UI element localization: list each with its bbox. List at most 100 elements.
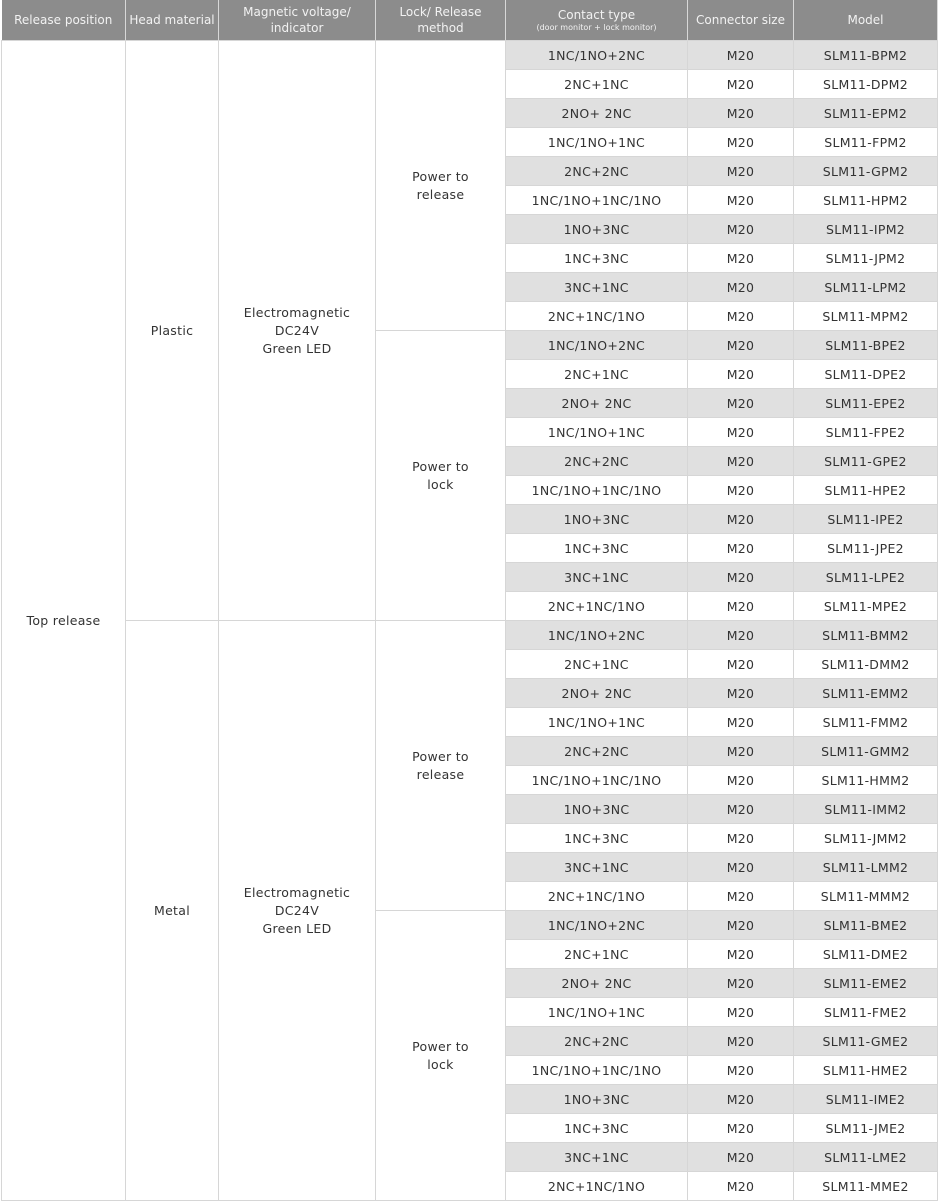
model-cell: SLM11-EPE2: [793, 388, 938, 418]
table-row: 2NC+2NC M20 SLM11-GPM2: [2, 156, 938, 186]
header-lock-method: Lock/ Release method: [375, 0, 506, 41]
connector-size-cell: M20: [687, 1055, 794, 1085]
header-contact-type-label: Contact type: [557, 8, 636, 22]
connector-size-cell: M20: [687, 852, 794, 882]
connector-size-cell: M20: [687, 359, 794, 389]
table-row: 3NC+1NC M20 SLM11-LPE2: [2, 562, 938, 592]
contact-type-cell: 2NC+2NC: [505, 156, 688, 186]
contact-type-cell: 1NC+3NC: [505, 243, 688, 273]
table-row: 1NO+3NC M20 SLM11-IMM2: [2, 794, 938, 824]
lock-method-line: Power to: [412, 458, 469, 474]
contact-type-cell: 2NC+1NC: [505, 359, 688, 389]
table-row: 2NC+1NC M20 SLM11-DMM2: [2, 649, 938, 679]
model-cell: SLM11-LPM2: [793, 272, 938, 302]
connector-size-cell: M20: [687, 678, 794, 708]
connector-size-cell: M20: [687, 330, 794, 360]
contact-type-cell: 2NO+ 2NC: [505, 388, 688, 418]
connector-size-cell: M20: [687, 301, 794, 331]
lock-method-line: lock: [427, 1056, 454, 1072]
contact-type-cell: 1NC/1NO+2NC: [505, 910, 688, 940]
model-cell: SLM11-LMM2: [793, 852, 938, 882]
model-cell: SLM11-FMM2: [793, 707, 938, 737]
table-row: 2NC+1NC/1NO M20 SLM11-MPE2: [2, 591, 938, 621]
model-cell: SLM11-FPM2: [793, 127, 938, 157]
model-cell: SLM11-DPM2: [793, 69, 938, 99]
contact-type-cell: 2NO+ 2NC: [505, 98, 688, 128]
connector-size-cell: M20: [687, 562, 794, 592]
model-cell: SLM11-HME2: [793, 1055, 938, 1085]
head-material-cell: Metal: [125, 620, 219, 1201]
table-row: 1NO+3NC M20 SLM11-IPE2: [2, 504, 938, 534]
contact-type-cell: 1NC/1NO+1NC: [505, 707, 688, 737]
contact-type-cell: 1NC/1NO+2NC: [505, 330, 688, 360]
head-material-cell: Plastic: [125, 40, 219, 621]
table-row: 1NC/1NO+1NC/1NO M20 SLM11-HME2: [2, 1055, 938, 1085]
model-cell: SLM11-EME2: [793, 968, 938, 998]
model-cell: SLM11-JMM2: [793, 823, 938, 853]
magnetic-voltage-line: Electromagnetic: [243, 884, 351, 900]
magnetic-voltage-cell: Electromagnetic DC24V Green LED: [218, 620, 376, 1201]
table-row: 1NO+3NC M20 SLM11-IPM2: [2, 214, 938, 244]
table-row: 2NO+ 2NC M20 SLM11-EPE2: [2, 388, 938, 418]
contact-type-cell: 2NC+2NC: [505, 446, 688, 476]
table-row: 1NO+3NC M20 SLM11-IME2: [2, 1084, 938, 1114]
connector-size-cell: M20: [687, 1142, 794, 1172]
connector-size-cell: M20: [687, 968, 794, 998]
table-row: 1NC/1NO+1NC M20 SLM11-FPE2: [2, 417, 938, 447]
connector-size-cell: M20: [687, 98, 794, 128]
model-cell: SLM11-EMM2: [793, 678, 938, 708]
connector-size-cell: M20: [687, 272, 794, 302]
magnetic-voltage-line: DC24V: [274, 322, 320, 338]
model-cell: SLM11-BME2: [793, 910, 938, 940]
connector-size-cell: M20: [687, 185, 794, 215]
table-row: 2NO+ 2NC M20 SLM11-EPM2: [2, 98, 938, 128]
table-row: Power to lock 1NC/1NO+2NC M20 SLM11-BPE2: [2, 330, 938, 621]
contact-type-cell: 3NC+1NC: [505, 1142, 688, 1172]
header-head-material: Head material: [125, 0, 219, 41]
header-model: Model: [793, 0, 938, 41]
table-row: 1NC+3NC M20 SLM11-JPE2: [2, 533, 938, 563]
connector-size-cell: M20: [687, 736, 794, 766]
model-cell: SLM11-BPE2: [793, 330, 938, 360]
table-row: 2NC+1NC/1NO M20 SLM11-MPM2: [2, 301, 938, 331]
model-cell: SLM11-MMM2: [793, 881, 938, 911]
lock-method-line: Power to: [412, 1038, 469, 1054]
header-release-position: Release position: [1, 0, 126, 41]
magnetic-voltage-cell: Electromagnetic DC24V Green LED: [218, 40, 376, 621]
header-row: Release position Head material Magnetic …: [1, 0, 938, 41]
model-cell: SLM11-MME2: [793, 1171, 938, 1201]
connector-size-cell: M20: [687, 69, 794, 99]
connector-size-cell: M20: [687, 446, 794, 476]
magnetic-voltage-line: Green LED: [262, 920, 332, 936]
contact-type-cell: 2NC+1NC/1NO: [505, 591, 688, 621]
contact-type-cell: 2NC+1NC: [505, 649, 688, 679]
lock-method-line: Power to: [412, 748, 469, 764]
model-cell: SLM11-DMM2: [793, 649, 938, 679]
table-row: 1NC/1NO+1NC/1NO M20 SLM11-HPM2: [2, 185, 938, 215]
model-cell: SLM11-JME2: [793, 1113, 938, 1143]
table-row: 1NC/1NO+1NC M20 SLM11-FMM2: [2, 707, 938, 737]
table-row: 2NC+2NC M20 SLM11-GMM2: [2, 736, 938, 766]
model-cell: SLM11-EPM2: [793, 98, 938, 128]
lock-method-line: lock: [427, 476, 454, 492]
connector-size-cell: M20: [687, 1171, 794, 1201]
connector-size-cell: M20: [687, 417, 794, 447]
model-cell: SLM11-BMM2: [793, 620, 938, 650]
connector-size-cell: M20: [687, 765, 794, 795]
model-cell: SLM11-LME2: [793, 1142, 938, 1172]
connector-size-cell: M20: [687, 823, 794, 853]
table-row: 2NC+2NC M20 SLM11-GME2: [2, 1026, 938, 1056]
contact-type-cell: 1NC/1NO+1NC: [505, 997, 688, 1027]
table-row: 3NC+1NC M20 SLM11-LMM2: [2, 852, 938, 882]
connector-size-cell: M20: [687, 910, 794, 940]
model-cell: SLM11-HPE2: [793, 475, 938, 505]
contact-type-cell: 2NO+ 2NC: [505, 968, 688, 998]
contact-type-cell: 2NC+1NC: [505, 69, 688, 99]
connector-size-cell: M20: [687, 243, 794, 273]
model-cell: SLM11-LPE2: [793, 562, 938, 592]
table-row: 3NC+1NC M20 SLM11-LPM2: [2, 272, 938, 302]
lock-method-cell: Power to release: [375, 40, 506, 331]
connector-size-cell: M20: [687, 388, 794, 418]
table-row: 1NC/1NO+1NC/1NO M20 SLM11-HMM2: [2, 765, 938, 795]
contact-type-cell: 1NC/1NO+1NC: [505, 417, 688, 447]
